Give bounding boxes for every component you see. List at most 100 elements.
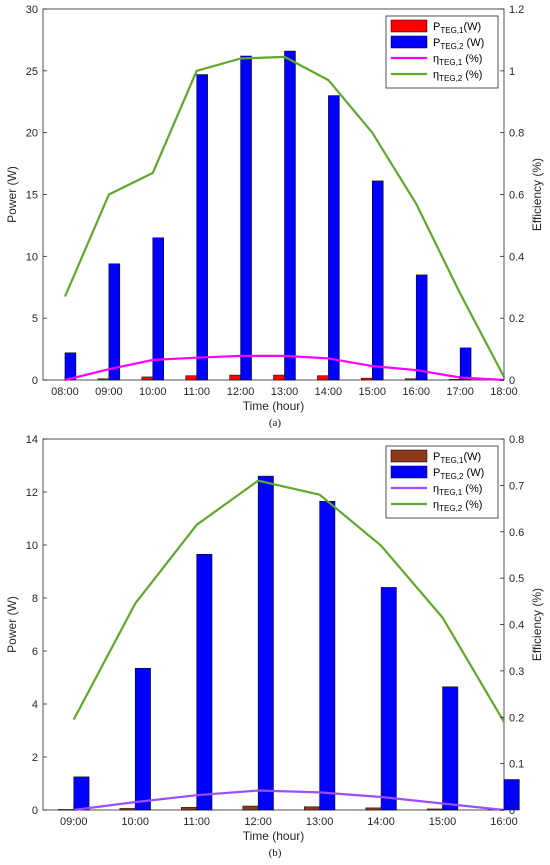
x-tick-label: 16:00 [490, 816, 518, 828]
legend-label: ηTEG,1 (%) [433, 53, 482, 67]
x-tick-label: 14:00 [315, 386, 343, 398]
legend-item: PTEG,2 (W) [390, 465, 484, 481]
x-tick-label: 12:00 [244, 816, 272, 828]
bar-b-s0-6 [426, 808, 443, 811]
x-tick-label: 11:00 [183, 816, 210, 828]
legend-item: PTEG,2 (W) [390, 35, 484, 51]
bar-b-s1-6 [442, 686, 459, 811]
x-tick-label: 12:00 [227, 386, 255, 398]
legend-item: PTEG,1(W) [390, 19, 481, 35]
y2-tick-label: 1.2 [509, 4, 524, 16]
x-tick-label: 15:00 [359, 386, 387, 398]
line-series-b-s3 [72, 479, 505, 723]
legend-swatch [390, 465, 428, 479]
x-tick-label: 11:00 [183, 386, 210, 398]
y-tick-label: 25 [26, 66, 38, 78]
y-tick-label: 0 [32, 805, 38, 817]
bar-a-s0-1 [97, 378, 110, 381]
legend: PTEG,1(W) PTEG,2 (W) ηTEG,1 (%) ηTEG,2 (%) [385, 445, 499, 519]
legend-label: PTEG,1(W) [433, 451, 481, 465]
bar-b-s1-0 [73, 776, 90, 811]
legend-label: PTEG,2 (W) [433, 467, 484, 481]
bar-a-s1-7 [372, 180, 384, 381]
bar-b-s0-2 [181, 807, 197, 811]
bar-a-s1-9 [459, 347, 472, 381]
bar-a-s1-8 [415, 274, 428, 381]
y-tick-label: 30 [26, 4, 38, 16]
x-axis-label: Time (hour) [243, 829, 305, 843]
y-tick-label: 5 [32, 313, 38, 325]
panel-caption: (a) [269, 417, 282, 429]
bar-b-s0-3 [242, 805, 259, 811]
y2-axis-label: Efficiency (%) [530, 588, 544, 661]
bar-b-s0-4 [303, 806, 320, 811]
bar-a-s1-5 [284, 50, 296, 381]
y2-tick-label: 0.8 [509, 434, 524, 446]
legend-label: PTEG,2 (W) [433, 37, 484, 51]
bar-a-s0-2 [141, 376, 154, 381]
y2-tick-label: 0.2 [509, 313, 524, 325]
x-axis-label: Time (hour) [243, 399, 305, 413]
y2-tick-label: 0.7 [509, 480, 524, 492]
y-tick-label: 4 [32, 699, 38, 711]
y2-tick-label: 0.8 [509, 128, 524, 140]
y-tick-label: 10 [26, 251, 38, 263]
legend-swatch [390, 35, 428, 49]
y2-tick-label: 0.3 [509, 666, 524, 678]
bar-b-s0-5 [365, 807, 382, 811]
bar-a-s0-6 [317, 375, 329, 381]
x-tick-label: 10:00 [121, 816, 149, 828]
y-axis-label: Power (W) [5, 166, 19, 223]
x-tick-label: 14:00 [367, 816, 395, 828]
bar-b-s1-2 [196, 554, 213, 811]
bar-a-s1-1 [108, 263, 121, 381]
y-tick-label: 15 [26, 190, 38, 202]
legend-item: ηTEG,1 (%) [391, 53, 482, 67]
y2-tick-label: 0 [509, 805, 515, 817]
y-tick-label: 10 [26, 540, 38, 552]
line-series-a-s3 [63, 55, 505, 378]
y2-tick-label: 0.6 [509, 527, 524, 539]
x-tick-label: 18:00 [490, 386, 518, 398]
legend-item: ηTEG,2 (%) [391, 69, 482, 83]
legend: PTEG,1(W) PTEG,2 (W) ηTEG,1 (%) ηTEG,2 (%) [385, 15, 499, 89]
y2-tick-label: 0.5 [509, 573, 524, 585]
y-tick-label: 6 [32, 646, 38, 658]
y2-tick-label: 0.4 [509, 251, 524, 263]
bar-b-s1-3 [257, 475, 274, 811]
x-tick-label: 08:00 [51, 386, 79, 398]
x-tick-label: 09:00 [95, 386, 123, 398]
x-tick-label: 10:00 [139, 386, 167, 398]
legend-swatch [390, 19, 428, 33]
legend-label: ηTEG,2 (%) [433, 69, 482, 83]
y-tick-label: 8 [32, 593, 38, 605]
legend-item: ηTEG,2 (%) [391, 499, 482, 513]
bar-a-s0-7 [361, 377, 373, 381]
legend-label: ηTEG,1 (%) [433, 483, 482, 497]
bar-b-s1-5 [380, 587, 397, 811]
bar-a-s1-2 [152, 237, 164, 381]
y2-tick-label: 1 [509, 66, 515, 78]
bar-b-s1-7 [503, 779, 520, 811]
legend-swatch [390, 449, 428, 463]
x-tick-label: 13:00 [271, 386, 299, 398]
x-tick-label: 15:00 [429, 816, 457, 828]
chart-panel-a: 0 5 10 15 20 25 30 0 0.2 0.4 0.6 0.8 1 1.2 08:00 09:00 1… [5, 4, 544, 429]
y-axis-label: Power (W) [5, 596, 19, 653]
x-tick-label: 17:00 [446, 386, 474, 398]
y-tick-label: 12 [26, 487, 38, 499]
y2-tick-label: 0.6 [509, 190, 524, 202]
bar-a-s1-3 [196, 74, 208, 381]
legend-item: PTEG,1(W) [390, 449, 481, 465]
panel-caption: (b) [269, 847, 282, 859]
line-series-b-s2 [73, 789, 505, 812]
y2-tick-label: 0.4 [509, 620, 524, 632]
x-tick-label: 16:00 [402, 386, 430, 398]
y2-tick-label: 0 [509, 375, 515, 387]
x-tick-label: 09:00 [60, 816, 88, 828]
y-tick-label: 20 [26, 128, 38, 140]
legend-label: ηTEG,2 (%) [433, 499, 482, 513]
legend-item: ηTEG,1 (%) [391, 483, 482, 497]
